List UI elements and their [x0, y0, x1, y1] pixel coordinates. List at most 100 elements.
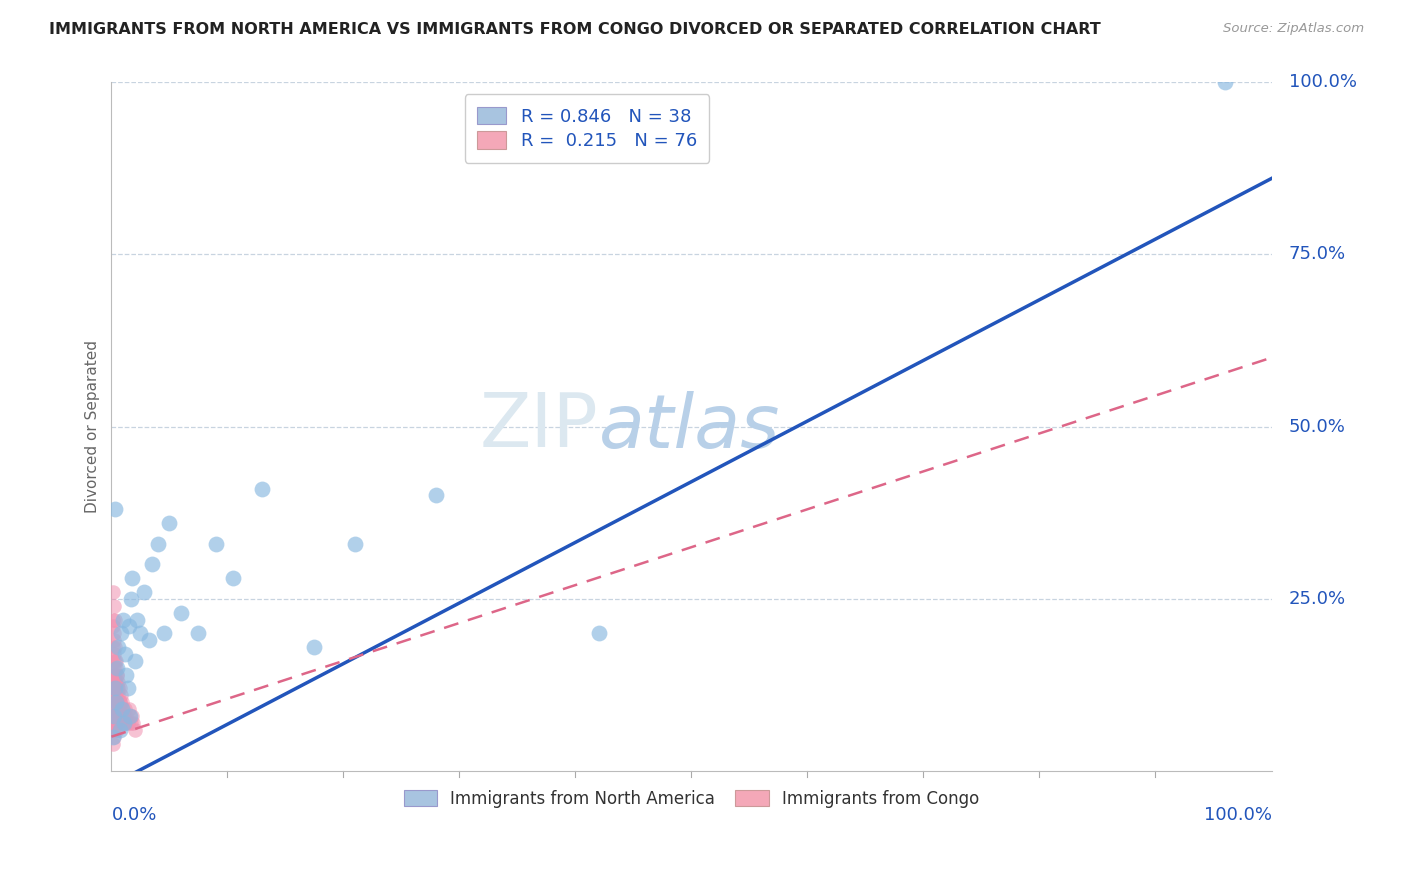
Point [104, 702, 127, 716]
Point [104, 654, 127, 668]
Point [114, 647, 136, 661]
Point [110, 626, 132, 640]
Point [103, 681, 125, 696]
Point [105, 661, 128, 675]
Point [138, 633, 160, 648]
Point [108, 695, 131, 709]
Text: 100.0%: 100.0% [1289, 73, 1357, 91]
Point [111, 715, 134, 730]
Point [141, 558, 163, 572]
Point [111, 702, 134, 716]
Point [425, 488, 447, 502]
Point [588, 626, 610, 640]
Point [157, 516, 180, 530]
Point [101, 667, 124, 681]
Point [112, 709, 135, 723]
Point [170, 606, 193, 620]
Point [104, 681, 127, 696]
Point [104, 709, 127, 723]
Point [101, 695, 124, 709]
Point [120, 591, 142, 606]
Point [104, 613, 127, 627]
Text: atlas: atlas [599, 391, 780, 463]
Point [103, 599, 125, 613]
Point [122, 715, 145, 730]
Point [117, 715, 139, 730]
Point [107, 674, 129, 689]
Point [108, 709, 131, 723]
Point [105, 695, 128, 709]
Point [110, 702, 132, 716]
Point [124, 723, 146, 737]
Point [101, 654, 124, 668]
Text: Source: ZipAtlas.com: Source: ZipAtlas.com [1223, 22, 1364, 36]
Point [105, 695, 128, 709]
Point [114, 702, 136, 716]
Point [121, 571, 143, 585]
Point [115, 667, 138, 681]
Point [107, 715, 129, 730]
Point [117, 681, 139, 696]
Point [105, 715, 128, 730]
Point [104, 640, 127, 654]
Point [129, 626, 152, 640]
Point [101, 737, 124, 751]
Point [152, 626, 174, 640]
Point [252, 482, 274, 496]
Point [104, 681, 127, 696]
Point [103, 695, 125, 709]
Point [103, 715, 125, 730]
Point [105, 709, 128, 723]
Point [107, 681, 129, 696]
Point [103, 626, 125, 640]
Point [110, 715, 132, 730]
Point [101, 619, 124, 633]
Point [101, 613, 124, 627]
Point [104, 667, 127, 681]
Legend: Immigrants from North America, Immigrants from Congo: Immigrants from North America, Immigrant… [396, 783, 986, 814]
Point [112, 715, 135, 730]
Point [101, 640, 124, 654]
Point [118, 709, 141, 723]
Text: 50.0%: 50.0% [1289, 417, 1346, 435]
Point [111, 695, 134, 709]
Point [105, 702, 128, 716]
Point [101, 681, 124, 696]
Text: ZIP: ZIP [479, 390, 599, 463]
Point [125, 613, 148, 627]
Point [105, 661, 128, 675]
Point [101, 730, 124, 744]
Point [104, 723, 127, 737]
Point [105, 674, 128, 689]
Point [103, 715, 125, 730]
Point [107, 702, 129, 716]
Point [105, 654, 128, 668]
Point [103, 661, 125, 675]
Point [103, 709, 125, 723]
Point [120, 715, 142, 730]
Point [104, 502, 127, 516]
Point [187, 626, 209, 640]
Point [118, 702, 141, 716]
Point [104, 695, 127, 709]
Point [118, 619, 141, 633]
Text: 100.0%: 100.0% [1204, 805, 1271, 823]
Point [1213, 75, 1236, 89]
Point [124, 654, 146, 668]
Point [108, 681, 131, 696]
Point [204, 537, 226, 551]
Text: 75.0%: 75.0% [1289, 245, 1346, 263]
Point [111, 709, 134, 723]
Point [132, 585, 155, 599]
Point [121, 709, 143, 723]
Text: IMMIGRANTS FROM NORTH AMERICA VS IMMIGRANTS FROM CONGO DIVORCED OR SEPARATED COR: IMMIGRANTS FROM NORTH AMERICA VS IMMIGRA… [49, 22, 1101, 37]
Point [118, 709, 141, 723]
Point [103, 702, 125, 716]
Point [108, 695, 131, 709]
Point [114, 715, 136, 730]
Point [103, 674, 125, 689]
Point [344, 537, 367, 551]
Y-axis label: Divorced or Separated: Divorced or Separated [86, 340, 100, 513]
Point [105, 723, 128, 737]
Point [111, 702, 134, 716]
